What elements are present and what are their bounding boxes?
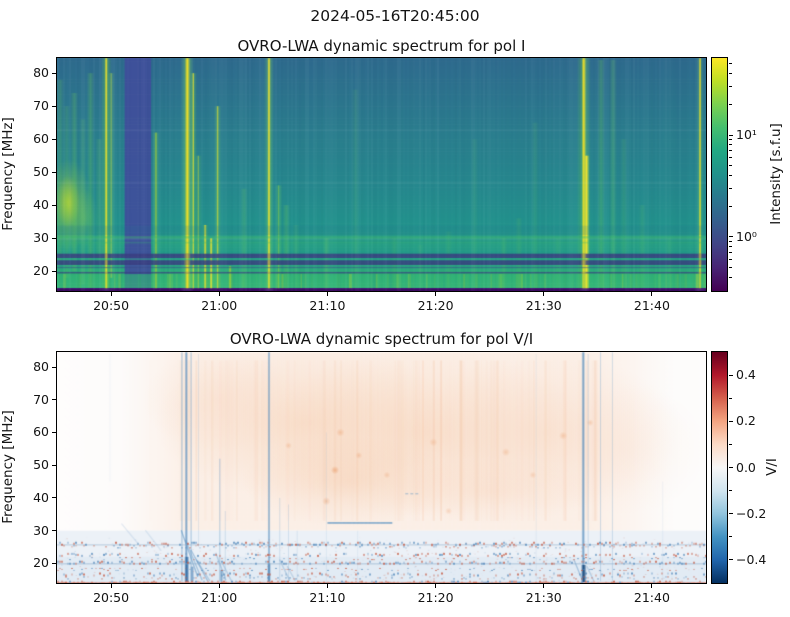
pol-vi-colorbar bbox=[712, 352, 727, 583]
x-tick-mark bbox=[543, 292, 545, 296]
y-tick-label: 20 bbox=[33, 263, 49, 279]
colorbar-tick-label: −0.4 bbox=[736, 551, 767, 567]
y-tick-mark bbox=[52, 204, 56, 206]
x-tick-mark bbox=[651, 292, 653, 296]
y-tick-label: 60 bbox=[33, 424, 49, 440]
colorbar-tick-label: 0.0 bbox=[736, 459, 756, 475]
y-tick-mark bbox=[52, 431, 56, 433]
x-tick-mark bbox=[435, 584, 437, 588]
colorbar-tick-mark bbox=[729, 467, 733, 468]
y-tick-mark bbox=[52, 105, 56, 107]
y-tick-mark bbox=[52, 399, 56, 401]
x-tick-label: 20:50 bbox=[93, 590, 130, 605]
x-tick-mark bbox=[110, 584, 112, 588]
y-tick-label: 60 bbox=[33, 131, 49, 147]
x-tick-mark bbox=[326, 584, 328, 588]
colorbar-minor-tick bbox=[729, 139, 732, 141]
x-tick-mark bbox=[435, 292, 437, 296]
colorbar-tick-mark bbox=[729, 374, 733, 376]
x-tick-label: 21:10 bbox=[309, 590, 346, 605]
colorbar-tick-label: 10¹ bbox=[736, 127, 757, 143]
y-tick-label: 50 bbox=[33, 457, 49, 473]
y-tick-label: 80 bbox=[33, 65, 49, 81]
x-tick-label: 21:00 bbox=[201, 298, 238, 313]
x-tick-label: 21:30 bbox=[525, 590, 562, 605]
colorbar-tick-mark bbox=[729, 513, 733, 515]
y-tick-label: 70 bbox=[33, 98, 49, 114]
colorbar-minor-tick bbox=[729, 205, 732, 207]
colorbar-minor-tick bbox=[729, 103, 732, 105]
colorbar-tick-label: 10⁰ bbox=[736, 228, 757, 244]
x-tick-mark bbox=[326, 292, 328, 296]
colorbar-minor-tick bbox=[729, 259, 732, 261]
colorbar-tick-mark bbox=[729, 420, 733, 422]
colorbar-minor-tick bbox=[729, 187, 732, 189]
colorbar-minor-tick bbox=[729, 490, 732, 492]
colorbar-minor-tick bbox=[729, 241, 732, 243]
x-tick-mark bbox=[110, 292, 112, 296]
colorbar-minor-tick bbox=[729, 144, 732, 146]
x-tick-label: 21:40 bbox=[633, 298, 670, 313]
x-tick-mark bbox=[543, 584, 545, 588]
colorbar-tick-label: 0.2 bbox=[736, 413, 756, 429]
x-tick-label: 20:50 bbox=[93, 298, 130, 313]
pol-vi-title: OVRO-LWA dynamic spectrum for pol V/I bbox=[229, 330, 534, 348]
y-tick-mark bbox=[52, 138, 56, 140]
x-tick-label: 21:40 bbox=[633, 590, 670, 605]
pol-vi-heatmap bbox=[57, 352, 706, 583]
y-tick-mark bbox=[52, 237, 56, 239]
colorbar-minor-tick bbox=[729, 397, 732, 399]
y-tick-label: 70 bbox=[33, 391, 49, 407]
colorbar-tick-mark bbox=[729, 559, 733, 561]
colorbar-tick-label: −0.2 bbox=[736, 505, 767, 521]
x-tick-label: 21:20 bbox=[417, 590, 454, 605]
colorbar-minor-tick bbox=[729, 73, 732, 75]
colorbar-tick-mark bbox=[729, 134, 733, 136]
y-tick-label: 20 bbox=[33, 555, 49, 571]
y-tick-label: 40 bbox=[33, 197, 49, 213]
x-tick-mark bbox=[218, 584, 220, 588]
y-tick-mark bbox=[52, 464, 56, 466]
figure-suptitle: 2024-05-16T20:45:00 bbox=[310, 7, 480, 25]
x-tick-label: 21:10 bbox=[309, 298, 346, 313]
pol-i-title: OVRO-LWA dynamic spectrum for pol I bbox=[237, 37, 526, 55]
y-tick-mark bbox=[52, 171, 56, 173]
y-tick-mark bbox=[52, 270, 56, 272]
colorbar-tick-mark bbox=[729, 236, 733, 238]
colorbar-minor-tick bbox=[729, 63, 732, 65]
y-tick-mark bbox=[52, 366, 56, 368]
colorbar-tick-label: 0.4 bbox=[736, 367, 756, 383]
colorbar-minor-tick bbox=[729, 150, 732, 152]
y-tick-mark bbox=[52, 497, 56, 499]
x-tick-label: 21:00 bbox=[201, 590, 238, 605]
pol-i-colorbar bbox=[712, 58, 727, 291]
x-tick-label: 21:20 bbox=[417, 298, 454, 313]
y-tick-mark bbox=[52, 530, 56, 532]
y-tick-mark bbox=[52, 562, 56, 564]
colorbar-minor-tick bbox=[729, 175, 732, 177]
colorbar-minor-tick bbox=[729, 165, 732, 167]
y-tick-mark bbox=[52, 72, 56, 74]
colorbar-minor-tick bbox=[729, 277, 732, 279]
colorbar-minor-tick bbox=[729, 85, 732, 87]
colorbar-minor-tick bbox=[729, 157, 732, 159]
colorbar-minor-tick bbox=[729, 246, 732, 248]
x-tick-mark bbox=[651, 584, 653, 588]
x-tick-mark bbox=[218, 292, 220, 296]
y-tick-label: 40 bbox=[33, 489, 49, 505]
y-tick-label: 50 bbox=[33, 164, 49, 180]
y-tick-label: 80 bbox=[33, 359, 49, 375]
y-tick-label: 30 bbox=[33, 522, 49, 538]
colorbar-minor-tick bbox=[729, 252, 732, 254]
pol-i-heatmap bbox=[57, 58, 706, 291]
y-tick-label: 30 bbox=[33, 230, 49, 246]
colorbar-minor-tick bbox=[729, 267, 732, 269]
colorbar-minor-tick bbox=[729, 536, 732, 538]
x-tick-label: 21:30 bbox=[525, 298, 562, 313]
colorbar-minor-tick bbox=[729, 443, 732, 445]
